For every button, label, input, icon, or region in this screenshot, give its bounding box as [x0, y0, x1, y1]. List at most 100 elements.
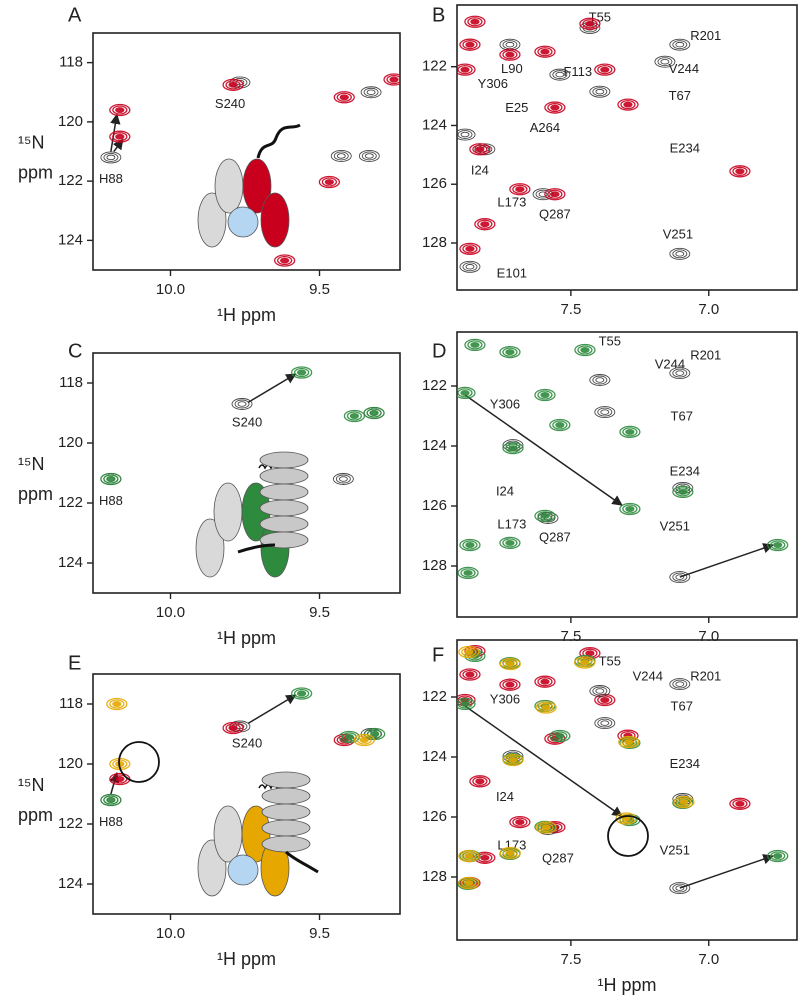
panel-label: E: [68, 652, 81, 674]
contour: [459, 260, 481, 273]
contour: [552, 70, 568, 80]
contour: [676, 797, 692, 807]
peak-label: I24: [471, 163, 489, 178]
contour: [465, 41, 475, 48]
peak: [594, 406, 616, 419]
plot-frame: [456, 639, 798, 941]
x-axis-label: ¹H ppm: [217, 949, 276, 969]
peak: [333, 91, 355, 104]
y-tick-label: 128: [422, 868, 447, 885]
shift-arrow: [110, 113, 121, 152]
contour: [675, 370, 685, 376]
y-tick-label: 124: [58, 875, 83, 892]
peak: [100, 151, 122, 164]
x-tick-label: 10.0: [156, 925, 185, 942]
contour: [462, 540, 478, 550]
contour: [589, 685, 611, 697]
contour: [106, 154, 116, 161]
contour: [515, 819, 525, 826]
peak: [499, 657, 521, 671]
contour: [552, 420, 568, 430]
peak: [222, 78, 244, 91]
contour: [228, 725, 238, 731]
contour: [512, 817, 528, 827]
panel-label: B: [432, 4, 445, 26]
contour: [577, 345, 593, 355]
peak: [767, 849, 789, 863]
contour: [109, 103, 131, 117]
y-axis-label: ¹⁵N: [18, 454, 44, 474]
contour: [555, 422, 565, 428]
contour: [389, 76, 399, 83]
contour: [502, 50, 518, 60]
contour: [462, 669, 478, 680]
contour: [344, 734, 354, 740]
y-tick-label: 118: [59, 374, 83, 391]
contour: [460, 568, 476, 578]
peak: [579, 17, 601, 30]
peak: [464, 15, 486, 28]
contour: [367, 729, 383, 739]
peak: [330, 149, 352, 162]
shift-arrow: [679, 854, 774, 889]
x-tick-label: 7.0: [698, 628, 719, 645]
contour: [460, 389, 470, 396]
peak-label: E234: [670, 756, 700, 771]
panel-label: A: [68, 4, 82, 26]
contour: [657, 57, 673, 67]
highlight-circle: [118, 741, 160, 783]
contour: [672, 883, 688, 893]
contour: [333, 91, 355, 104]
x-tick-label: 7.5: [560, 951, 581, 968]
peak: [589, 685, 611, 697]
contour: [461, 851, 477, 861]
contour: [360, 86, 382, 99]
peak: [106, 697, 128, 711]
contour: [594, 717, 616, 730]
peak: [589, 374, 611, 386]
contour: [499, 657, 521, 671]
contour: [462, 40, 478, 50]
peak: [499, 48, 521, 61]
contour: [502, 347, 518, 357]
contour: [540, 512, 550, 519]
contour: [457, 386, 476, 400]
contour: [499, 846, 521, 860]
peak: [222, 721, 244, 735]
contour: [555, 71, 565, 78]
contour: [366, 408, 382, 418]
contour: [457, 128, 476, 141]
contour: [464, 338, 486, 352]
contour: [505, 850, 515, 856]
peak-label: T55: [599, 333, 621, 348]
peak-label: H88: [99, 814, 123, 829]
peak: [534, 388, 556, 402]
contour: [675, 885, 685, 891]
y-tick-label: 118: [59, 695, 83, 712]
peak-label: H88: [99, 171, 123, 186]
y-tick-label: 122: [422, 688, 447, 705]
contour: [458, 645, 480, 659]
contour: [729, 165, 751, 178]
contour: [595, 377, 605, 383]
contour: [457, 566, 479, 580]
contour: [577, 657, 593, 668]
contour: [502, 753, 524, 767]
peak: [594, 63, 616, 76]
contour: [358, 149, 380, 162]
contour: [535, 189, 551, 199]
plot-area: [457, 644, 789, 895]
plot-area: [457, 15, 751, 273]
peak-label: Q287: [542, 850, 574, 865]
peak: [618, 735, 640, 749]
contour: [103, 795, 119, 805]
peak: [100, 793, 122, 807]
panel-label: C: [68, 340, 82, 362]
contour: [293, 688, 310, 699]
contour: [547, 189, 563, 199]
contour: [459, 242, 481, 256]
contour: [672, 249, 688, 259]
peak: [458, 849, 480, 863]
peak-label: E25: [505, 100, 528, 115]
